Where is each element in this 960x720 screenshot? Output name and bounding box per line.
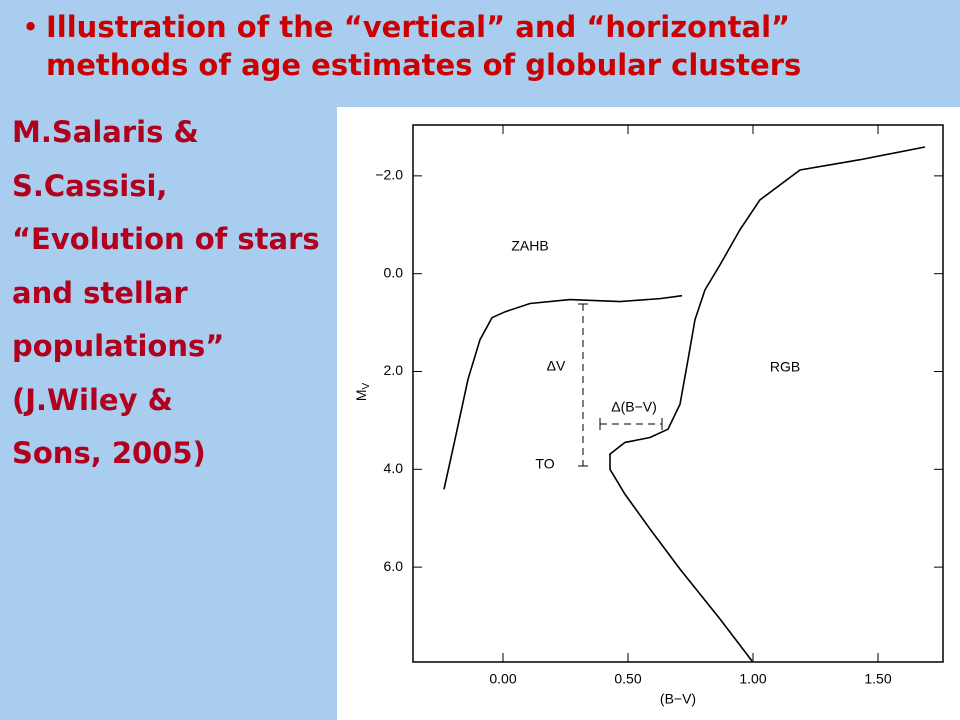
slide-title: Illustration of the “vertical” and “hori… <box>46 8 801 84</box>
y-tick-label: −2.0 <box>375 167 403 183</box>
y-tick-label: 4.0 <box>384 460 404 476</box>
side-line: M.Salaris & <box>12 115 199 149</box>
x-tick-label: 1.00 <box>739 671 766 687</box>
annotation: Δ(B−V) <box>611 399 657 415</box>
side-line: “Evolution of stars <box>12 222 320 256</box>
y-axis-label: MV <box>353 383 372 402</box>
y-label-sub: V <box>361 383 372 390</box>
curve <box>609 146 926 662</box>
y-tick-label: 0.0 <box>384 264 404 280</box>
title-line: Illustration of the “vertical” and “hori… <box>46 10 791 44</box>
title-line: methods of age estimates of globular clu… <box>46 48 802 82</box>
curve <box>443 294 683 490</box>
x-tick-label: 0.50 <box>614 671 641 687</box>
chart-background <box>337 107 960 720</box>
y-tick-label: 2.0 <box>384 362 404 378</box>
side-line: S.Cassisi, <box>12 168 168 203</box>
plot-frame <box>412 124 944 663</box>
y-tick-label: 6.0 <box>384 558 404 574</box>
x-tick-label: 1.50 <box>864 671 891 687</box>
x-tick-label: 0.00 <box>489 671 516 687</box>
annotation: RGB <box>770 359 800 375</box>
annotation: ΔV <box>547 358 566 374</box>
annotation: TO <box>535 456 554 472</box>
y-label-main: M <box>353 390 369 402</box>
side-text: M.Salaris & S.Cassisi, “Evolution of stars… <box>12 106 320 481</box>
side-line: (J.Wiley & <box>12 382 173 417</box>
side-line: and stellar <box>12 275 188 310</box>
side-line: populations” <box>12 329 225 363</box>
bullet: • <box>22 10 40 44</box>
side-line: Sons, 2005) <box>12 436 206 470</box>
x-axis-label: (B−V) <box>660 691 696 707</box>
annotation: ZAHB <box>511 238 548 254</box>
